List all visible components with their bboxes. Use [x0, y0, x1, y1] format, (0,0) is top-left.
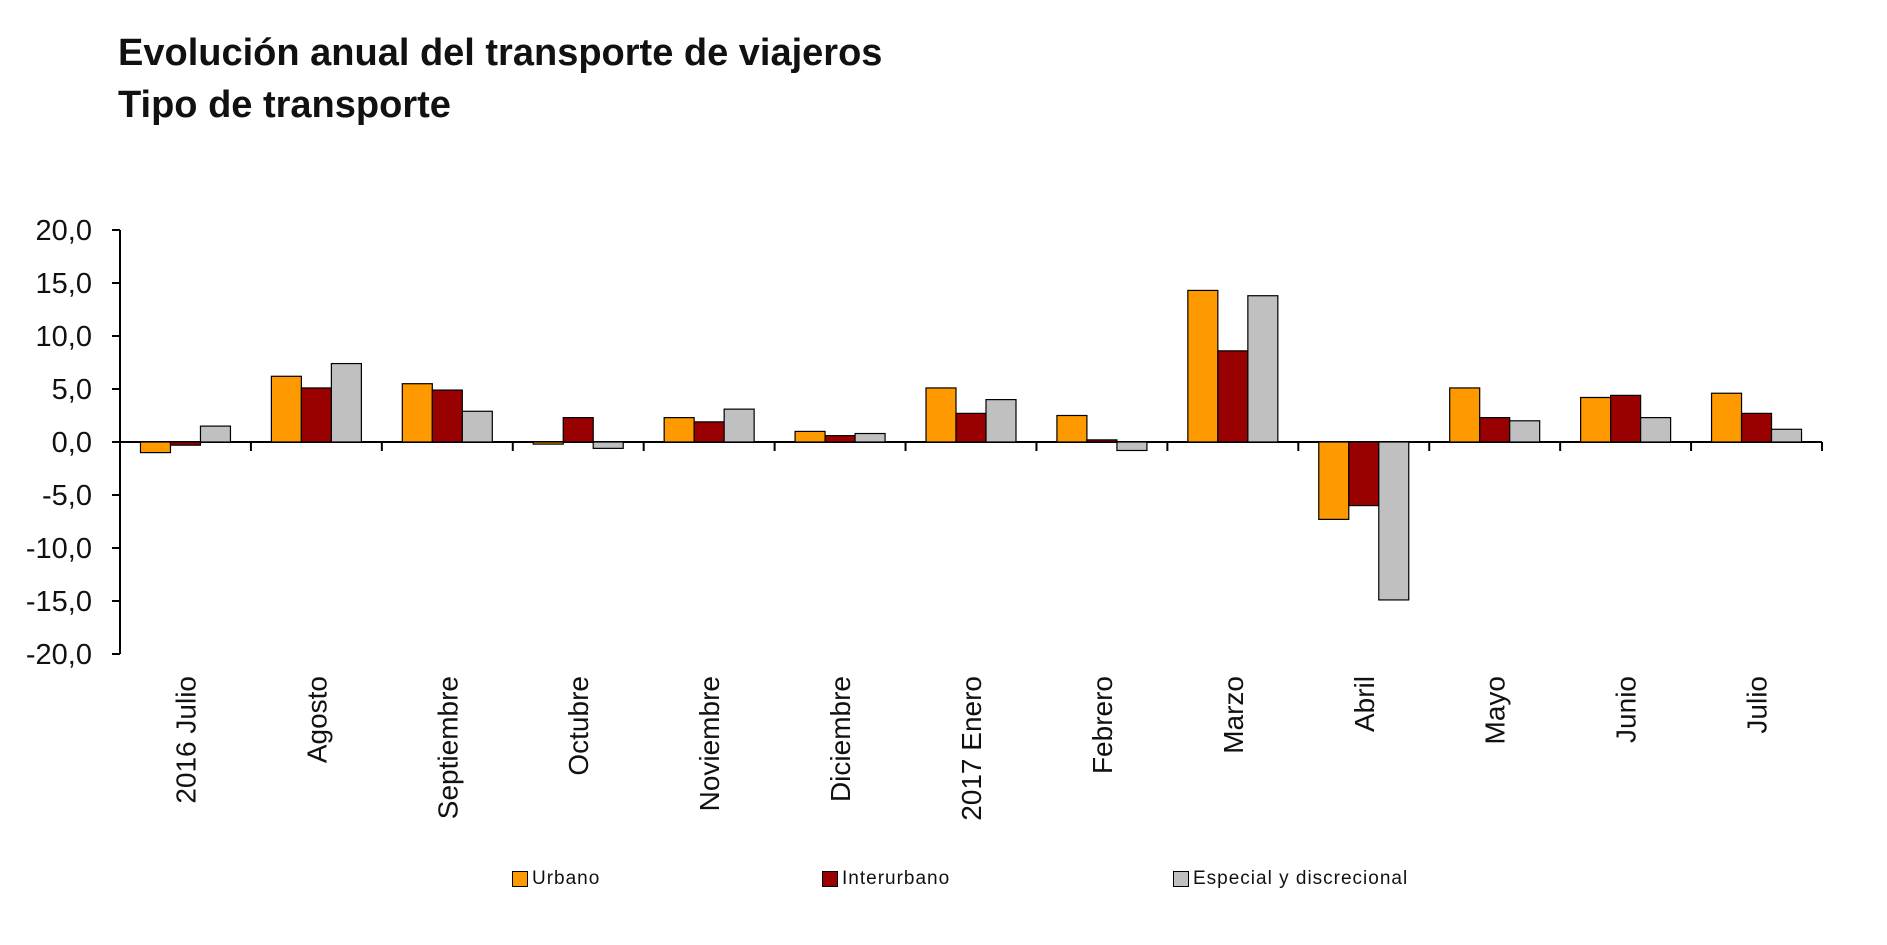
bar-interurbano — [169, 441, 202, 446]
bar-urbano — [1710, 392, 1743, 443]
legend-label-urbano: Urbano — [532, 868, 601, 889]
bar-interurbano — [1479, 417, 1511, 443]
y-tick-label: 20,0 — [36, 215, 92, 247]
bar-especial-y-discrecional — [1247, 295, 1279, 443]
x-category-label: Noviembre — [694, 676, 725, 811]
bar-urbano — [1449, 387, 1481, 443]
x-axis — [119, 441, 1823, 451]
y-tick-label: -10,0 — [26, 533, 92, 565]
bar-urbano — [139, 441, 172, 454]
category-labels: 2016 Julio Agosto Septiembre Octubre Noviemb… — [170, 676, 1772, 821]
y-tick-label: -15,0 — [26, 586, 92, 618]
legend-swatch-interurbano — [822, 871, 838, 887]
x-category-label: 2016 Julio — [170, 676, 201, 804]
x-category-label: 2017 Enero — [956, 676, 987, 821]
bar-interurbano — [1740, 412, 1773, 443]
bar-especial-y-discrecional — [854, 432, 886, 443]
x-category-label: Marzo — [1218, 676, 1249, 754]
x-category-label: Octubre — [563, 676, 594, 776]
x-category-label: Mayo — [1480, 676, 1511, 744]
y-axis: 20,0 15,0 10,0 5,0 0,0 -5,0 -10,0 -15,0 -20,0 — [26, 215, 121, 671]
chart-title: Evolución anual del transporte de viajer… — [118, 32, 883, 74]
bar-chart: 20,0 15,0 10,0 5,0 0,0 -5,0 -10,0 -15,0 -20,0 20… — [26, 215, 1823, 821]
x-category-label: Diciembre — [825, 676, 856, 802]
bar-especial-y-discrecional — [1509, 420, 1541, 443]
legend-swatch-urbano — [512, 871, 528, 887]
y-tick-label: -20,0 — [26, 639, 92, 671]
bar-especial-y-discrecional — [985, 399, 1017, 443]
bar-urbano — [794, 430, 826, 443]
bar-interurbano — [1348, 441, 1380, 507]
x-category-label: Junio — [1611, 676, 1642, 743]
x-category-label: Septiembre — [432, 676, 463, 819]
bar-urbano — [401, 383, 433, 443]
bar-especial-y-discrecional — [1770, 428, 1803, 443]
bar-urbano — [925, 387, 957, 443]
y-tick-label: 0,0 — [52, 427, 92, 459]
legend-swatch-especial — [1173, 871, 1189, 887]
x-category-label: Julio — [1742, 676, 1773, 734]
bar-interurbano — [693, 421, 725, 443]
bar-interurbano — [824, 435, 856, 443]
bar-especial-y-discrecional — [461, 410, 493, 443]
bar-urbano — [532, 441, 564, 445]
bar-urbano — [663, 417, 695, 443]
bar-urbano — [1580, 396, 1612, 443]
bar-interurbano — [1610, 394, 1642, 443]
bar-interurbano — [1086, 439, 1118, 443]
bar-especial-y-discrecional — [592, 441, 624, 449]
x-category-label: Abril — [1349, 676, 1380, 732]
bar-especial-y-discrecional — [330, 362, 362, 443]
legend-item-especial: Especial y discrecional — [1173, 868, 1408, 890]
bar-urbano — [270, 375, 302, 443]
legend-label-especial: Especial y discrecional — [1193, 868, 1409, 889]
bar-urbano — [1056, 414, 1088, 443]
bar-urbano — [1318, 441, 1350, 520]
legend-item-urbano: Urbano — [512, 868, 600, 890]
bar-interurbano — [562, 417, 594, 443]
bars — [139, 289, 1803, 601]
y-tick-label: -5,0 — [42, 480, 92, 512]
y-tick-label: 15,0 — [36, 268, 92, 300]
bar-especial-y-discrecional — [723, 408, 755, 443]
x-category-label: Agosto — [301, 676, 332, 763]
bar-interurbano — [300, 387, 332, 443]
bar-especial-y-discrecional — [1378, 441, 1410, 601]
bar-interurbano — [431, 389, 463, 443]
legend-label-interurbano: Interurbano — [842, 868, 951, 889]
bar-urbano — [1187, 289, 1219, 443]
x-category-label: Febrero — [1087, 676, 1118, 774]
bar-especial-y-discrecional — [1640, 417, 1672, 443]
y-tick-label: 5,0 — [52, 374, 92, 406]
chart-subtitle: Tipo de transporte — [118, 84, 451, 126]
y-tick-label: 10,0 — [36, 321, 92, 353]
bar-interurbano — [955, 412, 987, 443]
bar-especial-y-discrecional — [199, 425, 232, 443]
bar-interurbano — [1217, 350, 1249, 443]
legend-item-interurbano: Interurbano — [822, 868, 950, 890]
bar-especial-y-discrecional — [1116, 441, 1148, 452]
